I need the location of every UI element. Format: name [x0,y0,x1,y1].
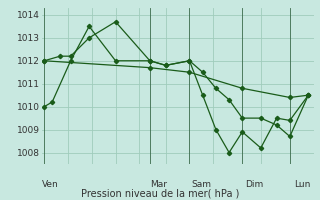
Text: Sam: Sam [191,180,211,189]
Text: Mar: Mar [150,180,167,189]
Text: Dim: Dim [246,180,264,189]
Text: Lun: Lun [295,180,311,189]
Text: Ven: Ven [42,180,58,189]
Text: Pression niveau de la mer( hPa ): Pression niveau de la mer( hPa ) [81,188,239,198]
